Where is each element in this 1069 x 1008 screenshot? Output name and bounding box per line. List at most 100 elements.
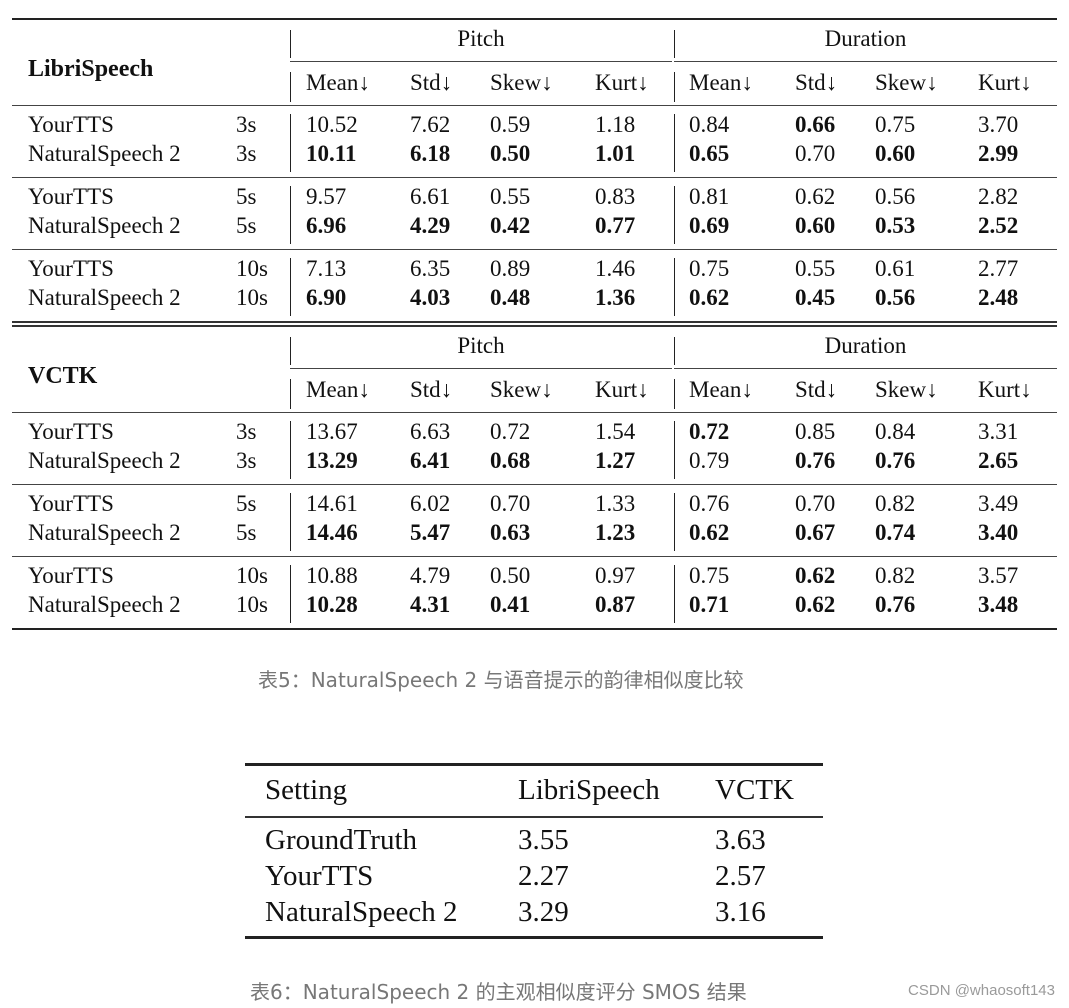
value-cell: 0.56 (875, 184, 916, 209)
value-cell: 7.62 (410, 112, 451, 137)
block-rule (12, 412, 1057, 413)
value-cell: 0.68 (490, 448, 531, 473)
value-cell: 0.53 (875, 213, 916, 238)
value-cell: 0.97 (595, 563, 636, 588)
value-cell: 6.02 (410, 491, 451, 516)
block-rule (12, 105, 1057, 106)
model-cell: NaturalSpeech 2 (28, 448, 181, 473)
metric-header: Std↓ (795, 70, 838, 95)
value-cell: 0.65 (689, 141, 730, 166)
group-pitch: Pitch (457, 333, 505, 358)
prosody-similarity-table: LibriSpeech Pitch Duration Mean↓ Std↓ Skew↓ Ku… (12, 18, 1057, 630)
column-separator (290, 72, 291, 102)
librispeech-cell: 3.55 (518, 824, 569, 856)
model-cell: YourTTS (28, 563, 114, 588)
value-cell: 0.82 (875, 563, 916, 588)
value-cell: 0.62 (689, 285, 730, 310)
value-cell: 3.48 (978, 592, 1019, 617)
value-cell: 0.50 (490, 141, 531, 166)
mid-rule (245, 816, 823, 818)
value-cell: 10.52 (306, 112, 358, 137)
column-separator (290, 565, 291, 623)
value-cell: 0.75 (689, 563, 730, 588)
bottom-rule (12, 628, 1057, 630)
column-separator (290, 258, 291, 316)
column-separator (290, 379, 291, 409)
value-cell: 0.83 (595, 184, 636, 209)
column-separator (674, 565, 675, 623)
model-cell: NaturalSpeech 2 (28, 213, 181, 238)
value-cell: 10.28 (306, 592, 358, 617)
value-cell: 0.76 (795, 448, 836, 473)
table-row: YourTTS 10s 7.13 6.35 0.89 1.46 0.75 0.55 0.61 2.… (12, 256, 1057, 286)
value-cell: 0.74 (875, 520, 916, 545)
value-cell: 0.69 (689, 213, 730, 238)
value-cell: 0.76 (875, 448, 916, 473)
value-cell: 2.77 (978, 256, 1019, 281)
model-cell: NaturalSpeech 2 (28, 285, 181, 310)
value-cell: 0.70 (795, 491, 836, 516)
model-cell: YourTTS (28, 419, 114, 444)
column-separator (674, 30, 675, 58)
model-cell: NaturalSpeech 2 (28, 520, 181, 545)
metric-header: Mean↓ (306, 377, 370, 402)
value-cell: 6.63 (410, 419, 451, 444)
duration-cmidrule (674, 368, 1057, 369)
column-separator (674, 379, 675, 409)
vctk-cell: 3.63 (715, 824, 766, 856)
librispeech-cell: 2.27 (518, 860, 569, 892)
value-cell: 2.48 (978, 285, 1019, 310)
value-cell: 0.63 (490, 520, 531, 545)
value-cell: 0.62 (795, 592, 836, 617)
value-cell: 4.03 (410, 285, 451, 310)
prompt-block: YourTTS 3s 10.52 7.62 0.59 1.18 0.84 0.66 0.75 3.… (12, 106, 1057, 177)
top-rule (12, 18, 1057, 20)
metric-header: Mean↓ (689, 377, 753, 402)
value-cell: 0.67 (795, 520, 836, 545)
vctk-cell: 2.57 (715, 860, 766, 892)
block-rule (12, 556, 1057, 557)
watermark: CSDN @whaosoft143 (908, 982, 1055, 999)
value-cell: 0.60 (795, 213, 836, 238)
value-cell: 2.99 (978, 141, 1019, 166)
block-rule (12, 249, 1057, 250)
model-cell: YourTTS (28, 491, 114, 516)
value-cell: 3.57 (978, 563, 1019, 588)
block-rule (12, 177, 1057, 178)
prompt-block: YourTTS 10s 7.13 6.35 0.89 1.46 0.75 0.55 0.61 2.… (12, 250, 1057, 321)
pitch-cmidrule (290, 368, 672, 369)
metric-header: Mean↓ (306, 70, 370, 95)
value-cell: 0.76 (689, 491, 730, 516)
prompt-length-cell: 3s (236, 419, 257, 444)
value-cell: 9.57 (306, 184, 347, 209)
metric-header: Std↓ (410, 377, 453, 402)
table5-caption: 表5：NaturalSpeech 2 与语音提示的韵律相似度比较 (258, 668, 744, 692)
column-separator (674, 186, 675, 244)
prompt-length-cell: 3s (236, 112, 257, 137)
prompt-length-cell: 10s (236, 256, 268, 281)
value-cell: 0.60 (875, 141, 916, 166)
value-cell: 0.72 (490, 419, 531, 444)
prompt-length-cell: 10s (236, 563, 268, 588)
value-cell: 0.61 (875, 256, 916, 281)
value-cell: 0.55 (490, 184, 531, 209)
value-cell: 0.41 (490, 592, 531, 617)
table-row: NaturalSpeech 2 10s 10.28 4.31 0.41 0.87 0.71 0… (12, 592, 1057, 622)
prompt-length-cell: 10s (236, 592, 268, 617)
value-cell: 0.62 (795, 184, 836, 209)
value-cell: 1.27 (595, 448, 636, 473)
value-cell: 0.62 (689, 520, 730, 545)
column-separator (290, 493, 291, 551)
model-cell: YourTTS (28, 256, 114, 281)
metric-header: Std↓ (410, 70, 453, 95)
value-cell: 1.18 (595, 112, 636, 137)
block-rule (12, 484, 1057, 485)
top-rule (245, 763, 823, 766)
table6-caption: 表6：NaturalSpeech 2 的主观相似度评分 SMOS 结果 (250, 980, 747, 1004)
value-cell: 0.66 (795, 112, 836, 137)
model-cell: NaturalSpeech 2 (28, 592, 181, 617)
prompt-length-cell: 3s (236, 141, 257, 166)
metric-header: Mean↓ (689, 70, 753, 95)
value-cell: 0.48 (490, 285, 531, 310)
column-separator (290, 421, 291, 479)
